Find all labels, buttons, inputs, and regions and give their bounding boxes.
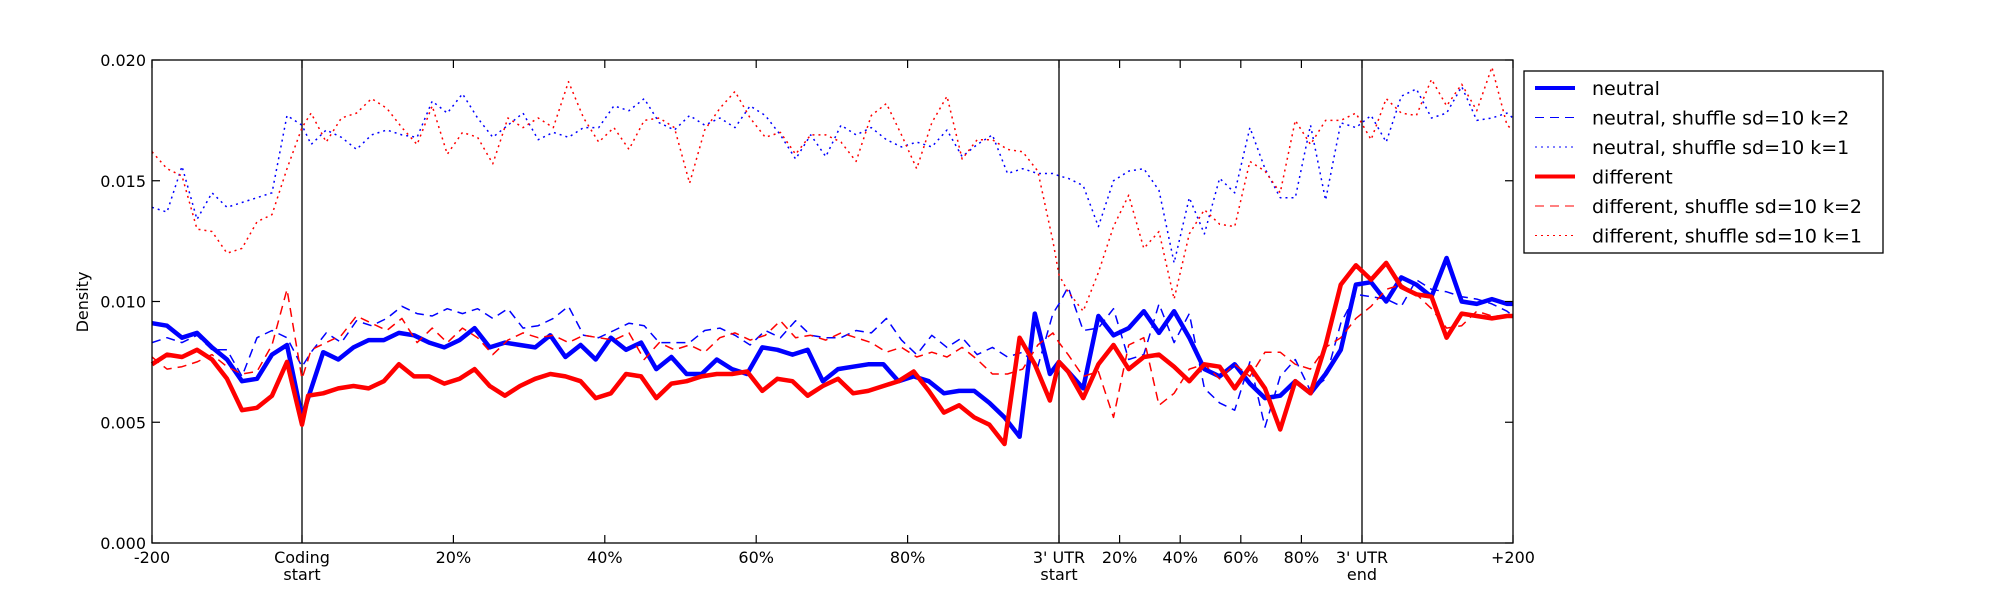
legend-label-0: neutral — [1592, 78, 1660, 100]
x-tick-label-5: 80% — [890, 548, 926, 567]
legend-label-4: different, shuffle sd=10 k=2 — [1592, 196, 1862, 218]
axis-ticks: 0.000 0.005 0.010 0.015 0.020 -200 Coding start… — [100, 51, 1535, 584]
legend-label-1: neutral, shuffle sd=10 k=2 — [1592, 108, 1849, 130]
series-lines — [150, 66, 1514, 447]
x-tick-label-10: 80% — [1284, 548, 1320, 567]
x-tick-label-1: Coding start — [274, 548, 330, 584]
series-line-5 — [151, 66, 1514, 312]
x-tick-label-3: 40% — [587, 548, 623, 567]
y-tick-label-4: 0.020 — [100, 51, 146, 70]
legend-box — [1523, 70, 1884, 254]
y-tick-label-3: 0.015 — [100, 172, 146, 191]
section-dividers — [301, 60, 1363, 543]
y-tick-label-1: 0.005 — [100, 413, 146, 432]
series-line-4 — [151, 283, 1513, 419]
x-tick-label-9: 60% — [1223, 548, 1259, 567]
legend-label-2: neutral, shuffle sd=10 k=1 — [1592, 137, 1849, 159]
x-tick-label-0: -200 — [134, 548, 170, 567]
x-tick-label-2: 20% — [436, 548, 472, 567]
x-tick-label-6: 3' UTR start — [1033, 548, 1085, 584]
x-tick-label-8: 40% — [1162, 548, 1198, 567]
x-tick-label-4: 60% — [738, 548, 774, 567]
legend: neutral neutral, shuffle sd=10 k=2 neutral… — [1523, 70, 1884, 254]
series-line-0 — [151, 255, 1513, 439]
y-tick-label-2: 0.010 — [100, 293, 146, 312]
x-tick-label-7: 20% — [1102, 548, 1138, 567]
legend-label-3: different — [1592, 167, 1673, 189]
y-tick-label-0: 0.000 — [100, 534, 146, 553]
y-axis-label: Density — [73, 272, 92, 333]
x-tick-label-12: +200 — [1491, 548, 1535, 567]
series-line-3 — [150, 260, 1513, 447]
legend-label-5: different, shuffle sd=10 k=1 — [1592, 226, 1862, 248]
series-line-1 — [151, 279, 1514, 428]
plot-area — [152, 60, 1513, 543]
x-tick-label-11: 3' UTR end — [1336, 548, 1388, 584]
